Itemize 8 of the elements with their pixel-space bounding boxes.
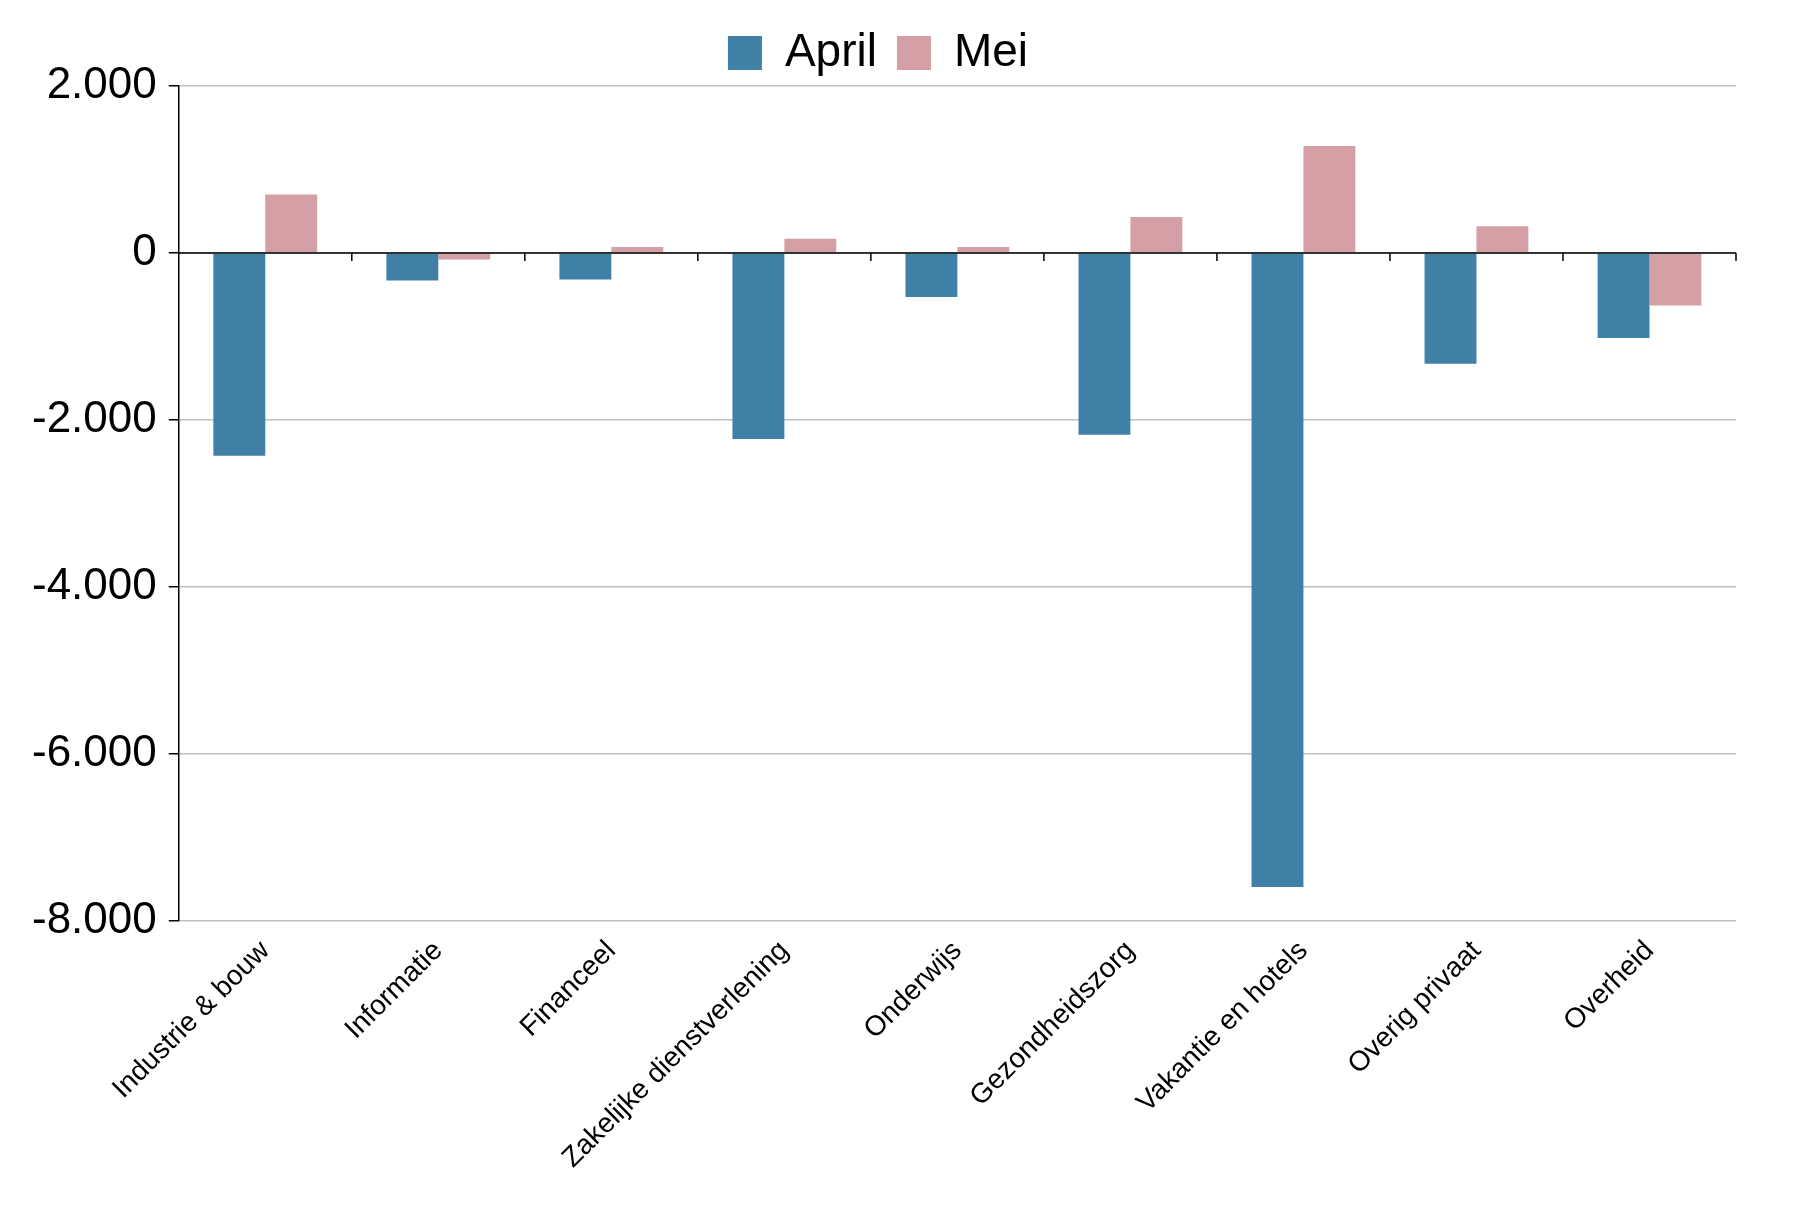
y-tick-label: -8.000 <box>31 892 157 942</box>
y-tick-label: -6.000 <box>31 725 157 775</box>
y-tick-label: -4.000 <box>31 558 157 608</box>
legend-label: Mei <box>953 23 1029 76</box>
legend-label: April <box>784 23 877 76</box>
y-tick-label: 0 <box>132 225 157 275</box>
y-tick-label: -2.000 <box>31 391 157 441</box>
y-tick-label: 2.000 <box>46 58 157 108</box>
